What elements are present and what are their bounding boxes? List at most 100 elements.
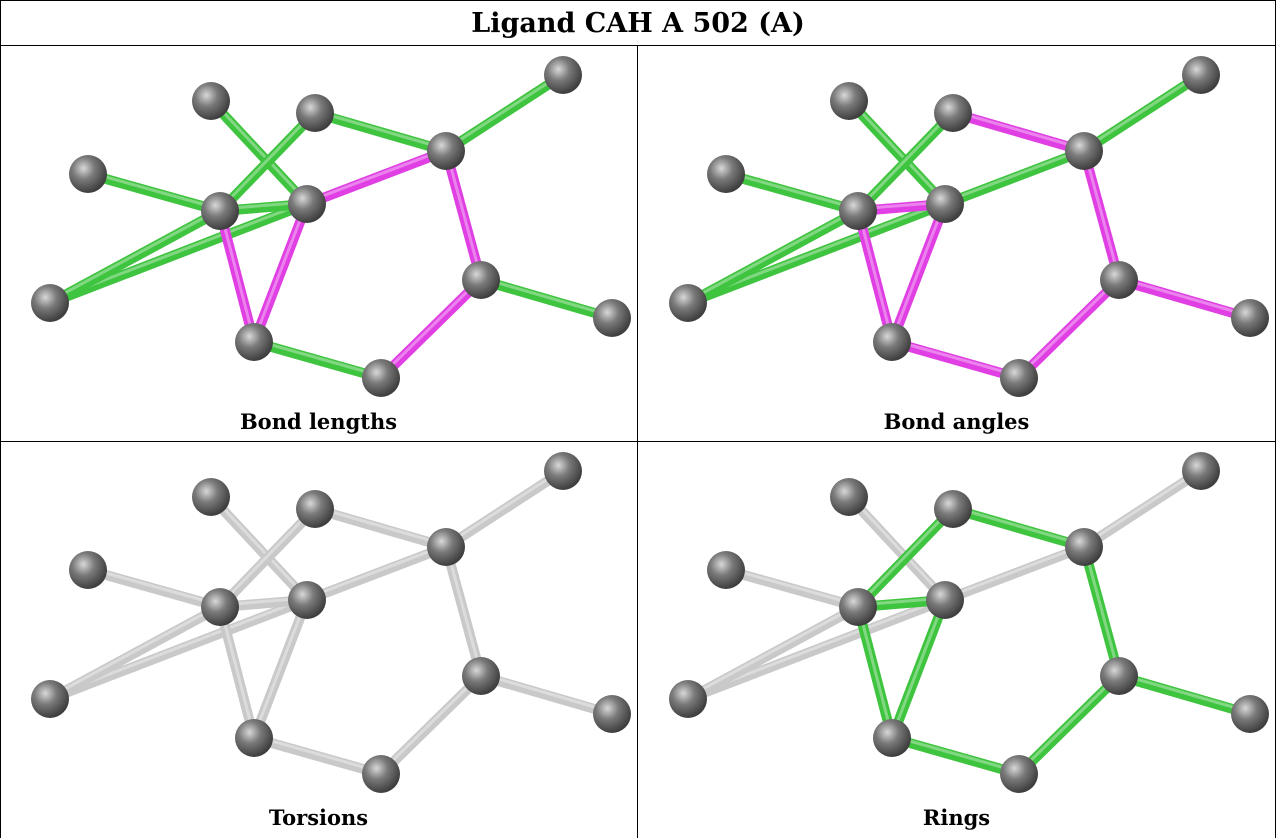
bond-highlight — [856, 603, 894, 738]
bond-highlight — [379, 672, 483, 774]
bond — [83, 565, 225, 612]
atom — [1065, 528, 1103, 566]
bond-highlight — [951, 505, 1086, 547]
bond-highlight — [305, 543, 448, 600]
title-rule — [0, 45, 1276, 46]
bond-highlight — [313, 109, 448, 151]
atom — [69, 155, 107, 193]
atom — [462, 261, 500, 299]
bond — [441, 70, 568, 156]
bond — [853, 504, 958, 612]
bond-highlight — [1117, 672, 1252, 714]
bond — [1079, 70, 1206, 156]
atom — [830, 82, 868, 120]
bond-highlight — [48, 207, 222, 303]
bond — [376, 275, 486, 383]
bond — [1014, 275, 1124, 383]
bond — [215, 602, 259, 743]
atom — [830, 478, 868, 516]
bond-highlight — [847, 97, 947, 204]
atom — [926, 185, 964, 223]
molecule-view — [669, 56, 1269, 397]
atom — [296, 490, 334, 528]
bond-highlight — [686, 603, 860, 699]
bond-highlight — [724, 170, 860, 211]
bond-highlight — [218, 109, 317, 211]
bond-highlight — [1082, 467, 1203, 547]
bond-highlight — [305, 147, 448, 204]
bond — [476, 275, 617, 323]
bond — [887, 595, 950, 743]
bond — [1079, 542, 1124, 681]
bond-highlight — [686, 207, 860, 303]
bond-highlight — [209, 493, 309, 600]
bond — [249, 199, 312, 347]
bond-highlight — [890, 734, 1021, 774]
bond-highlight — [444, 147, 483, 280]
bond — [310, 108, 451, 156]
bond-highlight — [444, 543, 483, 676]
bond — [887, 733, 1024, 779]
bond-highlight — [444, 71, 565, 151]
panel-bond-angles: Bond angles — [638, 46, 1275, 442]
atom — [31, 680, 69, 718]
bond-highlight — [890, 200, 947, 342]
bond — [376, 671, 486, 779]
atom — [839, 588, 877, 626]
bond-highlight — [209, 97, 309, 204]
bond — [853, 206, 897, 347]
bond-highlight — [218, 207, 256, 342]
bond — [206, 492, 312, 605]
molecule-view — [31, 452, 631, 793]
bond — [1114, 275, 1255, 323]
bond — [683, 206, 863, 308]
bond-highlight — [1017, 672, 1121, 774]
panel-caption: Bond angles — [883, 409, 1030, 434]
bond-highlight — [313, 505, 448, 547]
atom — [427, 132, 465, 170]
bond — [683, 595, 950, 704]
atom — [926, 581, 964, 619]
bond-highlight — [951, 109, 1086, 151]
atom — [362, 359, 400, 397]
atom — [1182, 452, 1220, 490]
bond-highlight — [252, 338, 383, 378]
atom — [839, 192, 877, 230]
bond — [1079, 146, 1124, 285]
bond-highlight — [1082, 147, 1121, 280]
atom — [544, 56, 582, 94]
atom — [462, 657, 500, 695]
bond — [249, 337, 386, 383]
bond-highlight — [1117, 276, 1252, 318]
bond — [45, 602, 225, 704]
bond — [441, 542, 486, 681]
bond-highlight — [479, 672, 614, 714]
bond — [683, 199, 950, 308]
bond-highlight — [48, 603, 222, 699]
bond — [215, 504, 320, 612]
atom — [1231, 695, 1269, 733]
atom — [31, 284, 69, 322]
bond-highlight — [1082, 71, 1203, 151]
bond-highlight — [890, 596, 947, 738]
bond — [887, 337, 1024, 383]
bond — [844, 492, 950, 605]
atom — [1000, 755, 1038, 793]
molecule-view — [669, 452, 1269, 793]
bond — [1114, 671, 1255, 719]
atom — [593, 299, 631, 337]
bond — [844, 96, 950, 209]
atom — [192, 82, 230, 120]
atom — [362, 755, 400, 793]
atom — [1065, 132, 1103, 170]
bond — [215, 108, 320, 216]
bond — [940, 542, 1089, 605]
bond-highlight — [1017, 276, 1121, 378]
bond — [721, 169, 863, 216]
bond-highlight — [856, 207, 894, 342]
bond — [853, 108, 958, 216]
atom — [669, 284, 707, 322]
atom — [1000, 359, 1038, 397]
atom — [201, 192, 239, 230]
bond — [441, 466, 568, 552]
